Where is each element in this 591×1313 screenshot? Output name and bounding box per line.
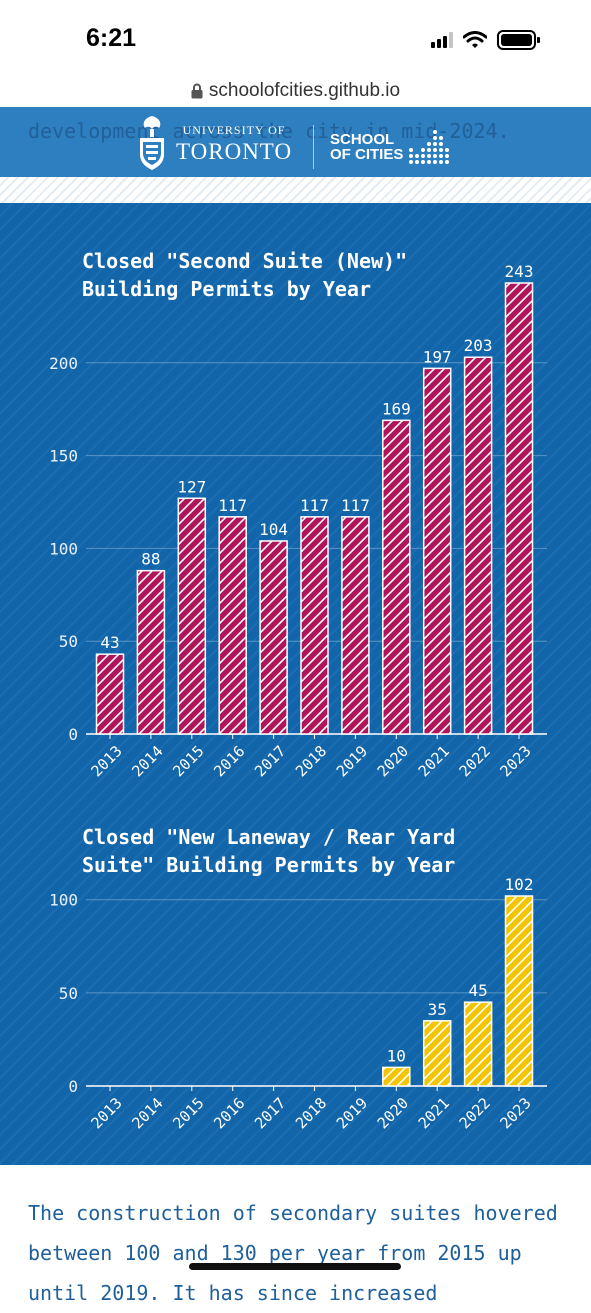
x-tick-label: 2023	[496, 1094, 534, 1132]
bar-value-label: 10	[387, 1046, 406, 1065]
chart-2-title: Closed "New Laneway / Rear Yard Suite" B…	[82, 823, 455, 879]
status-icons	[431, 30, 541, 50]
x-tick-label: 2018	[292, 1094, 330, 1132]
bar-value-label: 102	[505, 875, 534, 894]
uoft-crest-icon	[140, 116, 164, 170]
x-tick-label: 2014	[128, 742, 166, 780]
bar-value-label: 117	[300, 496, 329, 515]
bar-value-label: 43	[100, 633, 119, 652]
x-tick-label: 2015	[169, 742, 207, 780]
bar-2021	[422, 1020, 452, 1087]
chart-1-title: Closed "Second Suite (New)" Building Per…	[82, 247, 407, 303]
x-tick-label: 2016	[210, 742, 248, 780]
home-indicator	[189, 1263, 401, 1270]
x-tick-label: 2013	[87, 742, 125, 780]
wifi-icon	[463, 31, 487, 48]
bar-2017	[259, 540, 288, 735]
x-tick-label: 2020	[374, 742, 412, 780]
school-text: SCHOOL	[330, 131, 395, 148]
x-tick-label: 2014	[128, 1094, 166, 1132]
bar-2022	[463, 356, 493, 735]
university-of-text: UNIVERSITY OF	[182, 122, 286, 137]
x-tick-label: 2016	[210, 1094, 248, 1132]
bar-value-label: 35	[428, 1000, 447, 1019]
bar-value-label: 45	[468, 981, 487, 1000]
of-cities-text: OF CITIES	[330, 146, 404, 163]
chart-1-title-line-2: Building Permits by Year	[82, 277, 371, 301]
bar-value-label: 243	[505, 262, 534, 281]
x-tick-label: 2019	[333, 742, 371, 780]
y-tick-label: 100	[49, 891, 78, 910]
x-tick-label: 2022	[456, 742, 494, 780]
x-tick-label: 2022	[456, 1094, 494, 1132]
chart-panel: Closed "Second Suite (New)" Building Per…	[0, 203, 591, 1165]
second-suite-chart: 0 50 100 150 200 43 2013 88 2014 127 2015 117 2016 10…	[49, 262, 547, 780]
y-tick-label: 0	[68, 725, 78, 744]
x-tick-label: 2021	[415, 742, 453, 780]
y-tick-label: 200	[49, 354, 78, 373]
uoft-logo[interactable]: UNIVERSITY OF TORONTO	[138, 113, 292, 173]
toronto-text: TORONTO	[176, 138, 293, 164]
background-text: development across the city in mid-2024.	[28, 119, 510, 143]
bar-value-label: 127	[177, 477, 206, 496]
bar-value-label: 169	[382, 399, 411, 418]
bar-2020	[382, 419, 411, 735]
chart-1-title-line-1: Closed "Second Suite (New)"	[82, 249, 408, 273]
chart-2-title-line-1: Closed "New Laneway / Rear Yard	[82, 825, 456, 849]
dots-logo-icon	[409, 130, 449, 164]
bar-2014	[136, 569, 166, 735]
y-tick-label: 50	[59, 632, 78, 651]
article-section: The construction of secondary suites hov…	[0, 1165, 591, 1305]
y-tick-label: 0	[68, 1077, 78, 1096]
bar-2022	[463, 1001, 493, 1087]
site-header: development across the city in mid-2024.…	[0, 107, 591, 177]
bar-2018	[300, 516, 329, 735]
bar-2020	[382, 1066, 411, 1087]
y-tick-label: 50	[59, 984, 78, 1003]
x-tick-label: 2013	[87, 1094, 125, 1132]
status-time: 6:21	[86, 24, 137, 52]
lock-icon	[191, 83, 203, 99]
header-divider	[313, 125, 314, 169]
x-tick-label: 2020	[374, 1094, 412, 1132]
chart-2-title-line-2: Suite" Building Permits by Year	[82, 853, 456, 877]
body-paragraph: The construction of secondary suites hov…	[28, 1201, 558, 1305]
x-tick-label: 2023	[496, 742, 534, 780]
x-tick-label: 2021	[415, 1094, 453, 1132]
status-bar: 6:21	[0, 0, 591, 75]
x-tick-label: 2015	[169, 1094, 207, 1132]
y-tick-label: 150	[49, 447, 78, 466]
x-tick-label: 2019	[333, 1094, 371, 1132]
bar-2015	[177, 497, 207, 735]
bar-value-label: 117	[218, 496, 247, 515]
y-tick-label: 100	[49, 539, 78, 558]
bar-2021	[422, 367, 452, 735]
battery-icon	[497, 30, 540, 50]
url-bar[interactable]: schoolofcities.github.io	[0, 75, 591, 107]
school-of-cities-logo[interactable]: SCHOOL OF CITIES	[330, 132, 403, 162]
bar-value-label: 203	[464, 336, 493, 355]
bar-2023	[504, 282, 534, 735]
bar-value-label: 197	[423, 347, 452, 366]
signal-icon	[431, 32, 453, 48]
bar-2016	[218, 516, 247, 735]
bar-2019	[341, 516, 370, 735]
bar-2013	[95, 653, 125, 735]
url-text: schoolofcities.github.io	[208, 80, 401, 101]
x-tick-label: 2018	[292, 742, 330, 780]
laneway-suite-chart: 0 50 100 2013 2014 2015 2016 2017 2018 2019 10 2020…	[49, 875, 547, 1132]
bar-2023	[504, 895, 534, 1087]
hatch-divider	[0, 177, 591, 203]
x-tick-label: 2017	[251, 1094, 289, 1132]
bar-value-label: 88	[141, 550, 160, 569]
x-tick-label: 2017	[251, 742, 289, 780]
bar-value-label: 104	[259, 520, 288, 539]
bar-value-label: 117	[341, 496, 370, 515]
